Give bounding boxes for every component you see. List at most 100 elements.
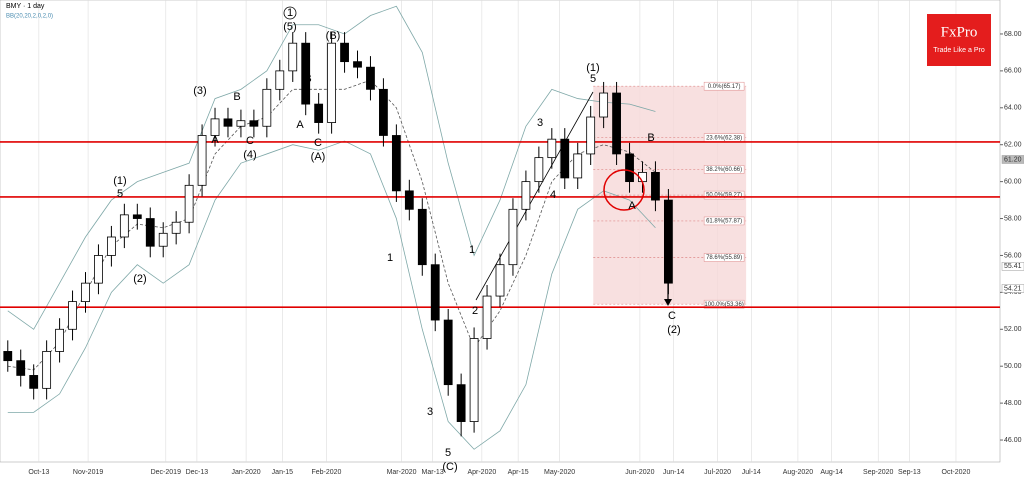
price-label: 55.41 [1004,263,1022,270]
trend-line [475,91,594,301]
wave-label: (2) [133,273,146,285]
wave-label: 3 [537,117,543,129]
grid [38,0,957,462]
y-tick-label: 68.00 [1004,31,1022,38]
fib-label: 78.6%(55.89) [706,255,742,261]
candle-body [508,208,518,266]
candle-body [81,282,90,303]
candle-body [16,360,26,376]
y-tick-label: 52.00 [1004,326,1022,333]
candle-body [145,218,155,247]
logo-tagline: Trade Like a Pro [933,47,985,54]
candle-body [534,157,544,183]
price-tag [1001,262,1024,271]
candle-body [521,181,531,210]
candle-body [612,92,621,155]
wave-label: C [314,137,322,149]
x-tick-label: Aug-14 [820,469,843,476]
wave-label: C [668,310,676,322]
wave-label: (5) [283,21,296,33]
price-label: 61.20 [1004,156,1022,163]
fib-label-box [703,190,745,200]
candle-body [599,92,609,118]
wave-label: (1) [586,62,599,74]
x-tick-label: Mar-13 [422,469,444,476]
x-tick-label: Sep-13 [898,469,921,476]
candle-body [651,171,660,201]
candle-body [547,138,557,159]
y-tick-label: 46.00 [1004,437,1022,444]
y-tick-label: 62.00 [1004,142,1022,149]
price-label: 54.21 [1004,285,1022,292]
wave-label: (1) [113,175,126,187]
x-tick-label: Dec-13 [186,469,209,476]
candle-body [94,255,103,284]
wave-label: 4 [431,283,437,295]
wave-label: (A) [311,151,326,163]
candle-body [288,42,298,72]
x-tick-label: Dec-2019 [151,469,181,476]
price-tag [1001,284,1024,293]
x-tick-label: Nov-2019 [73,469,103,476]
x-tick-label: Jun-2020 [625,469,654,476]
candle-body [236,120,246,127]
candle-body [184,184,194,223]
x-tick-label: Jul-14 [742,469,761,476]
candle-body [469,338,479,422]
wave-label: (C) [442,461,457,473]
candle-body [379,88,388,136]
wave-label: A [211,134,219,146]
candle-body [482,295,492,339]
highlight-circle [603,169,645,211]
candle-body [223,118,233,127]
candle-body [275,70,285,90]
indicator-label: BB(20,20,2,0,2,0) [6,14,53,20]
fib-label: 23.6%(62.38) [706,135,742,141]
x-tick-label: Apr-2020 [467,469,496,476]
candle-body [210,118,220,136]
chart-title: BMY · 1 day [6,3,45,10]
fib-label-box [703,165,745,174]
wave-label: 5 [590,73,596,85]
plot-area [0,0,1001,463]
wave-labels: (1)5(2)(3)ABC(4)1(5)BAC(A)(B)21435(C)123… [113,7,680,473]
candle-body [29,375,39,389]
candle-body [171,221,181,234]
x-tick-label: Feb-2020 [311,469,341,476]
candle-body [443,319,453,386]
wave-label: B [647,132,654,144]
candle-body [3,351,13,362]
candle-body [353,61,362,68]
y-tick-label: 50.00 [1004,363,1022,370]
candle-body [314,103,324,123]
fib-label: 50.0%(59.27) [706,193,742,199]
y-tick-label: 58.00 [1004,215,1022,222]
candle-body [430,264,440,321]
price-tag [1001,155,1024,164]
candle-body [262,88,272,127]
wave-label: 1 [387,252,393,264]
candle-body [495,264,505,297]
wave-label: A [296,119,304,131]
candle-body [42,351,52,389]
wave-label: 2 [394,140,400,152]
y-tick-label: 64.00 [1004,105,1022,112]
candles [3,32,673,437]
candle-body [132,214,142,219]
bollinger-lower [7,140,656,450]
logo [927,14,991,66]
x-tick-label: Aug-2020 [783,469,813,476]
candle-body [586,116,596,155]
wave-label: 5 [445,447,451,459]
logo-brand: FxPro [941,24,978,40]
fib-label-box [703,81,745,91]
candle-body [340,42,349,63]
candle-body [560,138,570,179]
candle-body [573,153,583,179]
candle-body [158,232,168,247]
candle-body [301,42,311,105]
candle-body [366,66,375,90]
fib-label: 100.0%(53.36) [704,302,743,308]
y-tick-label: 56.00 [1004,252,1022,259]
